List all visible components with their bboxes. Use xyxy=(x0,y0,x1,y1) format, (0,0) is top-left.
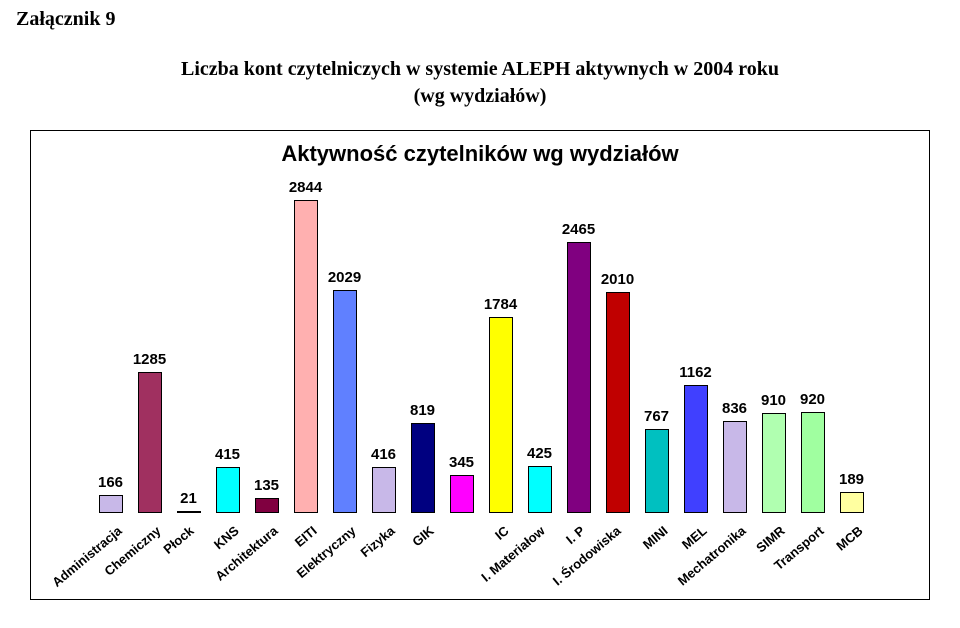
bar-value-label: 415 xyxy=(198,446,258,463)
bar-value-label: 2010 xyxy=(588,271,648,288)
bar-value-label: 920 xyxy=(783,391,843,408)
x-axis-label: IC xyxy=(492,523,512,543)
bar xyxy=(801,412,825,513)
bar-value-label: 345 xyxy=(432,454,492,471)
bar xyxy=(645,429,669,513)
bar-value-label: 1162 xyxy=(666,364,726,381)
x-axis-label: GIK xyxy=(410,523,437,549)
bar xyxy=(840,492,864,513)
bar xyxy=(333,290,357,513)
chart-container: Aktywność czytelników wg wydziałów 166 12… xyxy=(30,130,930,600)
x-axis-label: I. P xyxy=(563,523,588,547)
page: Załącznik 9 Liczba kont czytelniczych w … xyxy=(0,0,960,628)
bar xyxy=(489,317,513,513)
bar-value-label: 2465 xyxy=(549,221,609,238)
bar xyxy=(177,511,201,513)
attachment-label: Załącznik 9 xyxy=(16,8,115,31)
x-axis-label: MCB xyxy=(834,523,866,554)
bar-value-label: 135 xyxy=(237,477,297,494)
bar-value-label: 1285 xyxy=(120,351,180,368)
page-title: Liczba kont czytelniczych w systemie ALE… xyxy=(0,56,960,110)
bar xyxy=(372,467,396,513)
chart-title: Aktywność czytelników wg wydziałów xyxy=(31,141,929,167)
bar xyxy=(99,495,123,513)
x-axis-label: MEL xyxy=(679,523,710,552)
bar-value-label: 425 xyxy=(510,445,570,462)
bar xyxy=(606,292,630,513)
bar xyxy=(723,421,747,513)
bar xyxy=(294,200,318,513)
title-line-1: Liczba kont czytelniczych w systemie ALE… xyxy=(0,56,960,83)
bar-value-label: 21 xyxy=(159,490,219,507)
bar-value-label: 2029 xyxy=(315,269,375,286)
title-line-2: (wg wydziałów) xyxy=(0,83,960,110)
x-axis-label: KNS xyxy=(211,523,242,552)
bar-value-label: 1784 xyxy=(471,296,531,313)
x-axis-label: MINI xyxy=(640,523,671,552)
bar-value-label: 166 xyxy=(81,474,141,491)
x-axis-labels: AdministracjaChemicznyPłockKNSArchitektu… xyxy=(71,517,891,597)
bar xyxy=(528,466,552,513)
bar-value-label: 767 xyxy=(627,408,687,425)
bar xyxy=(255,498,279,513)
x-axis-label: Fizyka xyxy=(358,523,398,560)
chart-plot: 1661285214151352844202941681934517844252… xyxy=(71,183,891,513)
bar-value-label: 819 xyxy=(393,402,453,419)
bar-value-label: 2844 xyxy=(276,179,336,196)
x-axis-label: I. Materiałow xyxy=(479,523,548,585)
bar-value-label: 189 xyxy=(822,471,882,488)
bar xyxy=(762,413,786,513)
x-axis-label: Płock xyxy=(161,523,197,557)
bar xyxy=(450,475,474,513)
bar-value-label: 416 xyxy=(354,446,414,463)
x-axis-label: EITI xyxy=(292,523,320,550)
